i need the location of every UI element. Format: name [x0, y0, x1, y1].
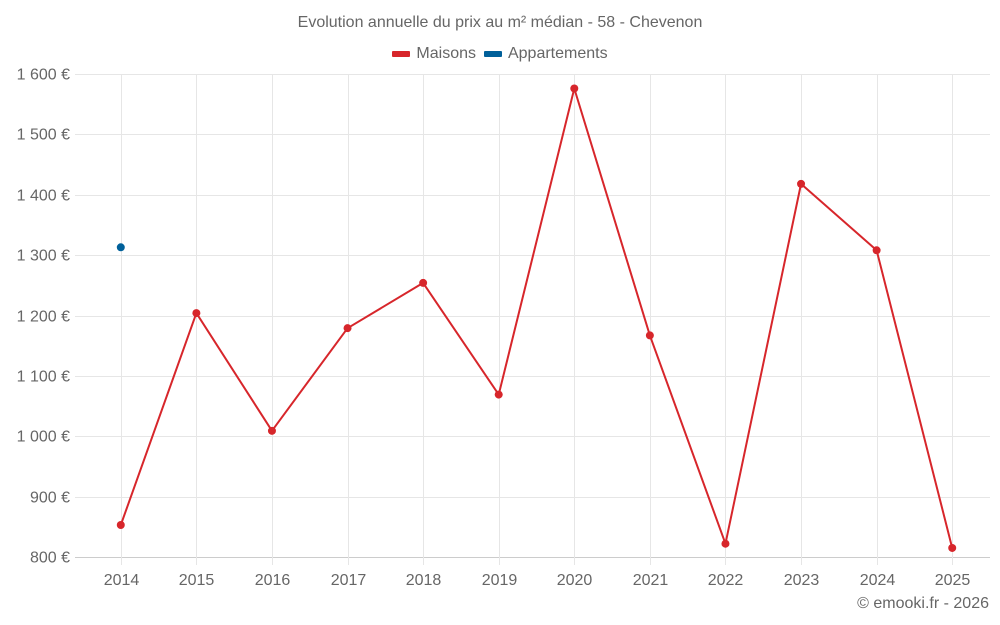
y-tick-label: 1 200 € [17, 309, 70, 326]
data-point-maisons[interactable] [343, 324, 352, 333]
data-point-maisons[interactable] [192, 309, 201, 318]
series-group [116, 84, 957, 552]
x-tick-label: 2023 [784, 572, 820, 589]
x-tick-label: 2014 [104, 572, 140, 589]
legend-label-maisons: Maisons [416, 45, 476, 62]
x-axis: 2014 2015 2016 2017 2018 2019 2020 2021 2022 2023… [104, 572, 971, 589]
data-point-appartements[interactable] [116, 243, 125, 252]
chart-title: Evolution annuelle du prix au m² médian … [297, 14, 703, 31]
grid-lines [75, 74, 990, 565]
y-tick-label: 1 400 € [17, 188, 70, 205]
x-tick-label: 2025 [935, 572, 971, 589]
x-tick-label: 2020 [557, 572, 593, 589]
x-tick-label: 2017 [331, 572, 367, 589]
x-tick-label: 2016 [255, 572, 291, 589]
x-tick-label: 2019 [482, 572, 518, 589]
data-point-maisons[interactable] [872, 246, 881, 255]
legend-item-appartements[interactable]: Appartements [483, 45, 608, 63]
data-point-maisons[interactable] [721, 539, 730, 548]
y-tick-label: 900 € [30, 490, 70, 507]
y-tick-label: 1 100 € [17, 369, 70, 386]
legend-swatch-appartements-icon [483, 51, 502, 57]
legend: Maisons Appartements [0, 45, 1000, 63]
data-point-maisons[interactable] [645, 331, 654, 340]
y-axis: 800 € 900 € 1 000 € 1 100 € 1 200 € 1 300 € 1 … [17, 67, 70, 567]
legend-swatch-maisons-icon [392, 51, 411, 57]
y-tick-label: 1 500 € [17, 127, 70, 144]
x-tick-label: 2021 [633, 572, 669, 589]
data-point-maisons[interactable] [570, 84, 579, 93]
legend-item-maisons[interactable]: Maisons [392, 45, 476, 63]
y-tick-label: 1 600 € [17, 67, 70, 84]
data-point-maisons[interactable] [494, 390, 503, 399]
series-line-maisons [119, 87, 954, 549]
credits-text[interactable]: © emooki.fr - 2026 [857, 595, 989, 612]
data-point-maisons[interactable] [116, 521, 125, 530]
x-tick-label: 2018 [406, 572, 442, 589]
x-tick-label: 2022 [708, 572, 744, 589]
data-point-maisons[interactable] [419, 278, 428, 287]
y-tick-label: 1 000 € [17, 429, 70, 446]
data-point-maisons[interactable] [267, 426, 276, 435]
y-tick-label: 800 € [30, 550, 70, 567]
legend-label-appartements: Appartements [507, 45, 608, 62]
data-point-maisons[interactable] [797, 179, 806, 188]
data-point-maisons[interactable] [948, 543, 957, 552]
x-tick-label: 2015 [179, 572, 215, 589]
x-tick-label: 2024 [860, 572, 896, 589]
y-tick-label: 1 300 € [17, 248, 70, 265]
